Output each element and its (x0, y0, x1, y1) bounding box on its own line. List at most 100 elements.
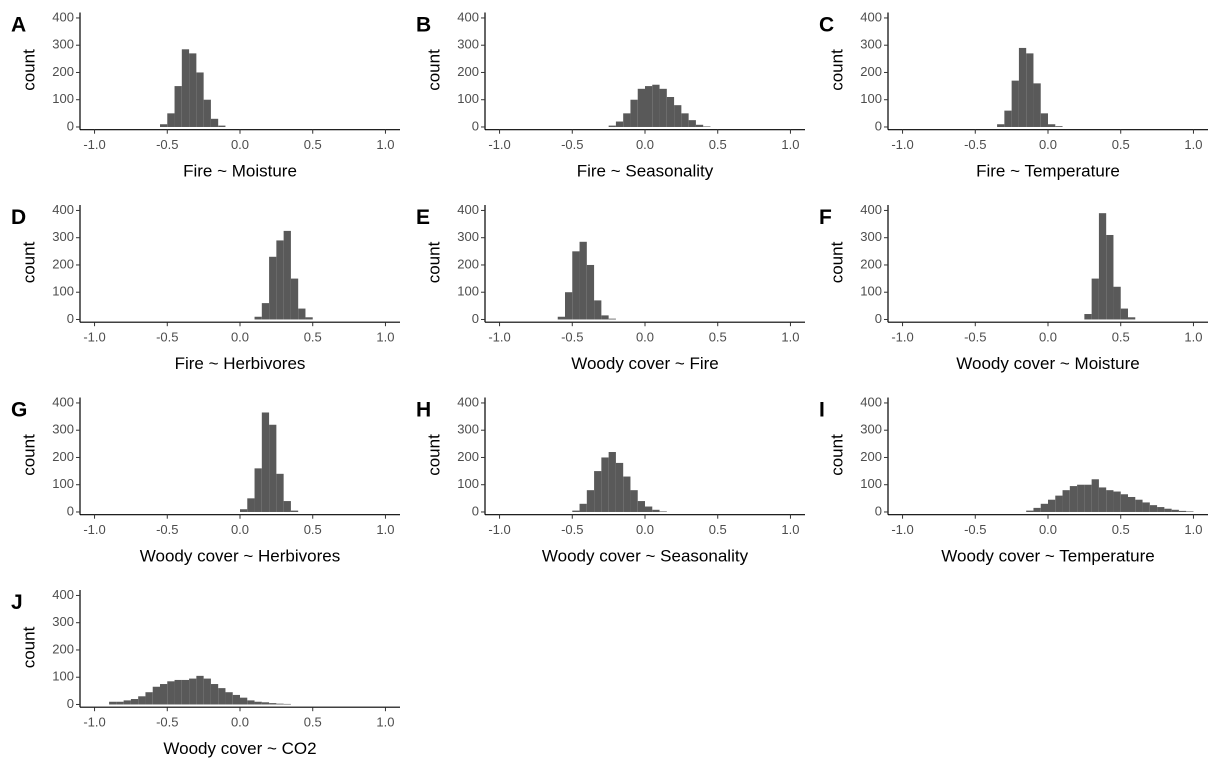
x-tick-label: 0.5 (1112, 522, 1130, 537)
bar (240, 509, 248, 512)
x-tick-label: 1.0 (376, 330, 394, 345)
y-tick-label: 0 (472, 118, 479, 133)
x-tick-label: -0.5 (561, 137, 583, 152)
bar (305, 317, 313, 320)
y-tick-label: 200 (457, 256, 479, 271)
x-tick-label: 0.5 (1112, 330, 1130, 345)
bar (283, 230, 291, 320)
y-tick-label: 0 (875, 503, 882, 518)
y-tick-label: 100 (457, 284, 479, 299)
x-tick-label: -1.0 (83, 715, 105, 730)
x-tick-label: -1.0 (488, 330, 510, 345)
panel-label: H (416, 399, 431, 422)
x-tick-label: 0.5 (304, 137, 322, 152)
y-tick-label: 300 (457, 37, 479, 52)
bar (1098, 487, 1107, 512)
bar (645, 506, 653, 512)
bar (1040, 113, 1048, 127)
x-axis-label: Fire ~ Seasonality (577, 161, 714, 180)
x-tick-label: 0.5 (304, 715, 322, 730)
x-tick-label: 0.0 (1039, 330, 1057, 345)
x-tick-label: 1.0 (1184, 137, 1202, 152)
x-tick-label: -0.5 (964, 137, 986, 152)
bar (1128, 317, 1136, 320)
bar (247, 498, 255, 512)
y-tick-label: 200 (860, 64, 882, 79)
bar (681, 113, 689, 127)
x-tick-label: -1.0 (488, 137, 510, 152)
bar (1113, 286, 1121, 320)
x-tick-label: 0.0 (231, 330, 249, 345)
bar (659, 511, 667, 512)
bar (160, 684, 168, 705)
x-tick-label: 0.0 (1039, 137, 1057, 152)
x-tick-label: -1.0 (83, 330, 105, 345)
x-tick-label: 0.5 (709, 330, 727, 345)
panel-label: J (11, 591, 23, 614)
bar (196, 72, 204, 127)
bar (1091, 479, 1099, 512)
x-tick-label: -1.0 (891, 522, 913, 537)
y-tick-label: 200 (52, 641, 74, 656)
y-tick-label: 400 (860, 9, 882, 24)
bar (160, 124, 168, 127)
bar (174, 679, 182, 705)
panel-label: B (416, 14, 431, 37)
bar (586, 264, 595, 320)
x-axis-label: Woody cover ~ CO2 (163, 739, 316, 758)
y-tick-label: 100 (860, 284, 882, 299)
bar (1128, 496, 1136, 512)
bar (290, 510, 299, 512)
bar (666, 96, 675, 127)
bar (130, 699, 139, 705)
y-tick-label: 200 (457, 64, 479, 79)
x-tick-label: 0.0 (636, 522, 654, 537)
bar (565, 292, 573, 320)
bar (145, 692, 153, 705)
y-tick-label: 300 (52, 229, 74, 244)
bar (283, 501, 291, 512)
bar (630, 490, 638, 512)
panel-label: E (416, 206, 430, 229)
y-tick-label: 400 (860, 202, 882, 217)
x-axis-label: Woody cover ~ Temperature (941, 546, 1154, 565)
bar (261, 303, 270, 320)
bar (608, 125, 616, 127)
bar (1149, 505, 1158, 512)
x-tick-label: 0.0 (231, 137, 249, 152)
bar (579, 503, 587, 512)
y-tick-label: 300 (860, 37, 882, 52)
x-tick-label: 1.0 (781, 522, 799, 537)
x-tick-label: -0.5 (561, 522, 583, 537)
bar (1026, 510, 1034, 512)
y-axis-label: count (19, 434, 38, 476)
y-tick-label: 100 (860, 91, 882, 106)
bar (232, 694, 240, 705)
bar (637, 501, 645, 512)
bar (1069, 486, 1078, 512)
panel-label: D (11, 206, 26, 229)
y-axis-label: count (424, 241, 443, 283)
bar (1033, 507, 1041, 512)
y-axis-label: count (827, 49, 846, 91)
bar (196, 675, 204, 705)
x-tick-label: -1.0 (488, 522, 510, 537)
bar (276, 240, 284, 320)
bar (240, 697, 248, 705)
x-tick-label: -0.5 (156, 137, 178, 152)
y-tick-label: 0 (472, 311, 479, 326)
bar (174, 86, 182, 127)
bar (1178, 510, 1187, 512)
bar (181, 679, 190, 705)
x-axis-label: Woody cover ~ Fire (571, 354, 719, 373)
bar (594, 300, 602, 320)
bar (218, 125, 226, 127)
x-tick-label: -0.5 (156, 330, 178, 345)
x-tick-label: -0.5 (156, 522, 178, 537)
y-tick-label: 400 (457, 9, 479, 24)
x-tick-label: -1.0 (83, 137, 105, 152)
x-tick-label: 0.5 (1112, 137, 1130, 152)
y-tick-label: 300 (860, 422, 882, 437)
y-tick-label: 200 (52, 64, 74, 79)
bar (283, 703, 291, 705)
